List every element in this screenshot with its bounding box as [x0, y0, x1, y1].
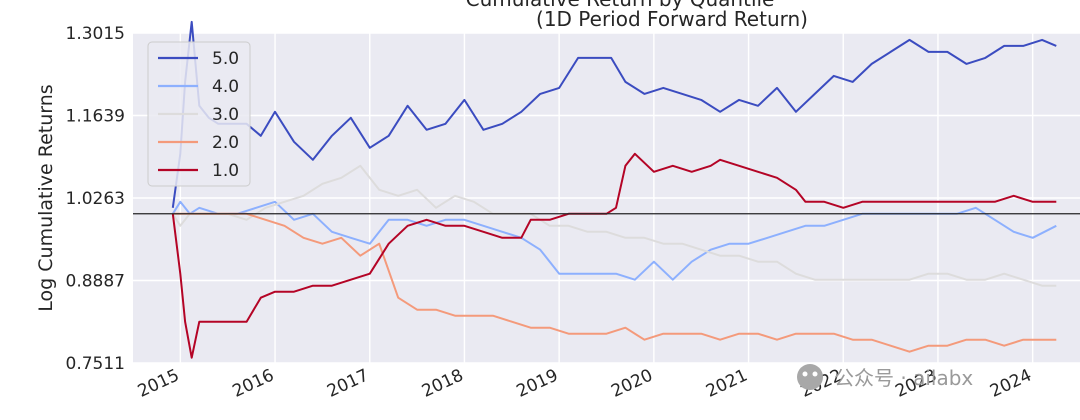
y-tick-label: 0.7511: [66, 354, 125, 374]
y-axis-label: Log Cumulative Returns: [35, 84, 57, 311]
wechat-icon: [797, 364, 823, 390]
watermark: 公众号 · ailabx: [797, 364, 973, 390]
x-tick-label: 2018: [419, 365, 467, 401]
chart-subtitle: (1D Period Forward Return): [536, 7, 808, 31]
x-tick-label: 2020: [608, 365, 656, 401]
legend-label-2.0: 2.0: [212, 133, 239, 153]
x-tick-label: 2015: [135, 365, 183, 401]
legend-label-5.0: 5.0: [212, 49, 239, 69]
y-tick-label: 1.3015: [66, 24, 125, 44]
legend-label-4.0: 4.0: [212, 77, 239, 97]
x-tick-label: 2019: [514, 365, 562, 401]
series-line-2.0: [172, 212, 1057, 353]
wechat-icon-eye-right: [812, 371, 818, 377]
legend-label-1.0: 1.0: [212, 161, 239, 181]
chart-title: Cumulative Return by Quantile: [466, 0, 775, 11]
x-tick-label: 2024: [987, 365, 1035, 401]
legend: 5.0 4.0 3.0 2.0 1.0: [147, 41, 251, 187]
x-tick-label: 2017: [324, 365, 372, 401]
y-axis-ticks: 0.7511 0.8887 1.0263 1.1639 1.3015: [66, 24, 125, 374]
x-tick-label: 2016: [229, 365, 277, 401]
x-tick-label: 2021: [703, 365, 751, 401]
y-tick-label: 1.1639: [66, 107, 125, 127]
y-tick-label: 0.8887: [66, 272, 125, 292]
watermark-text: 公众号 · ailabx: [834, 366, 973, 390]
legend-label-3.0: 3.0: [212, 105, 239, 125]
legend-box: [147, 41, 251, 187]
wechat-icon-eye-left: [802, 371, 808, 377]
series-line-3.0: [171, 164, 1057, 287]
y-tick-label: 1.0263: [66, 189, 125, 209]
series-line-5.0: [171, 20, 1057, 208]
